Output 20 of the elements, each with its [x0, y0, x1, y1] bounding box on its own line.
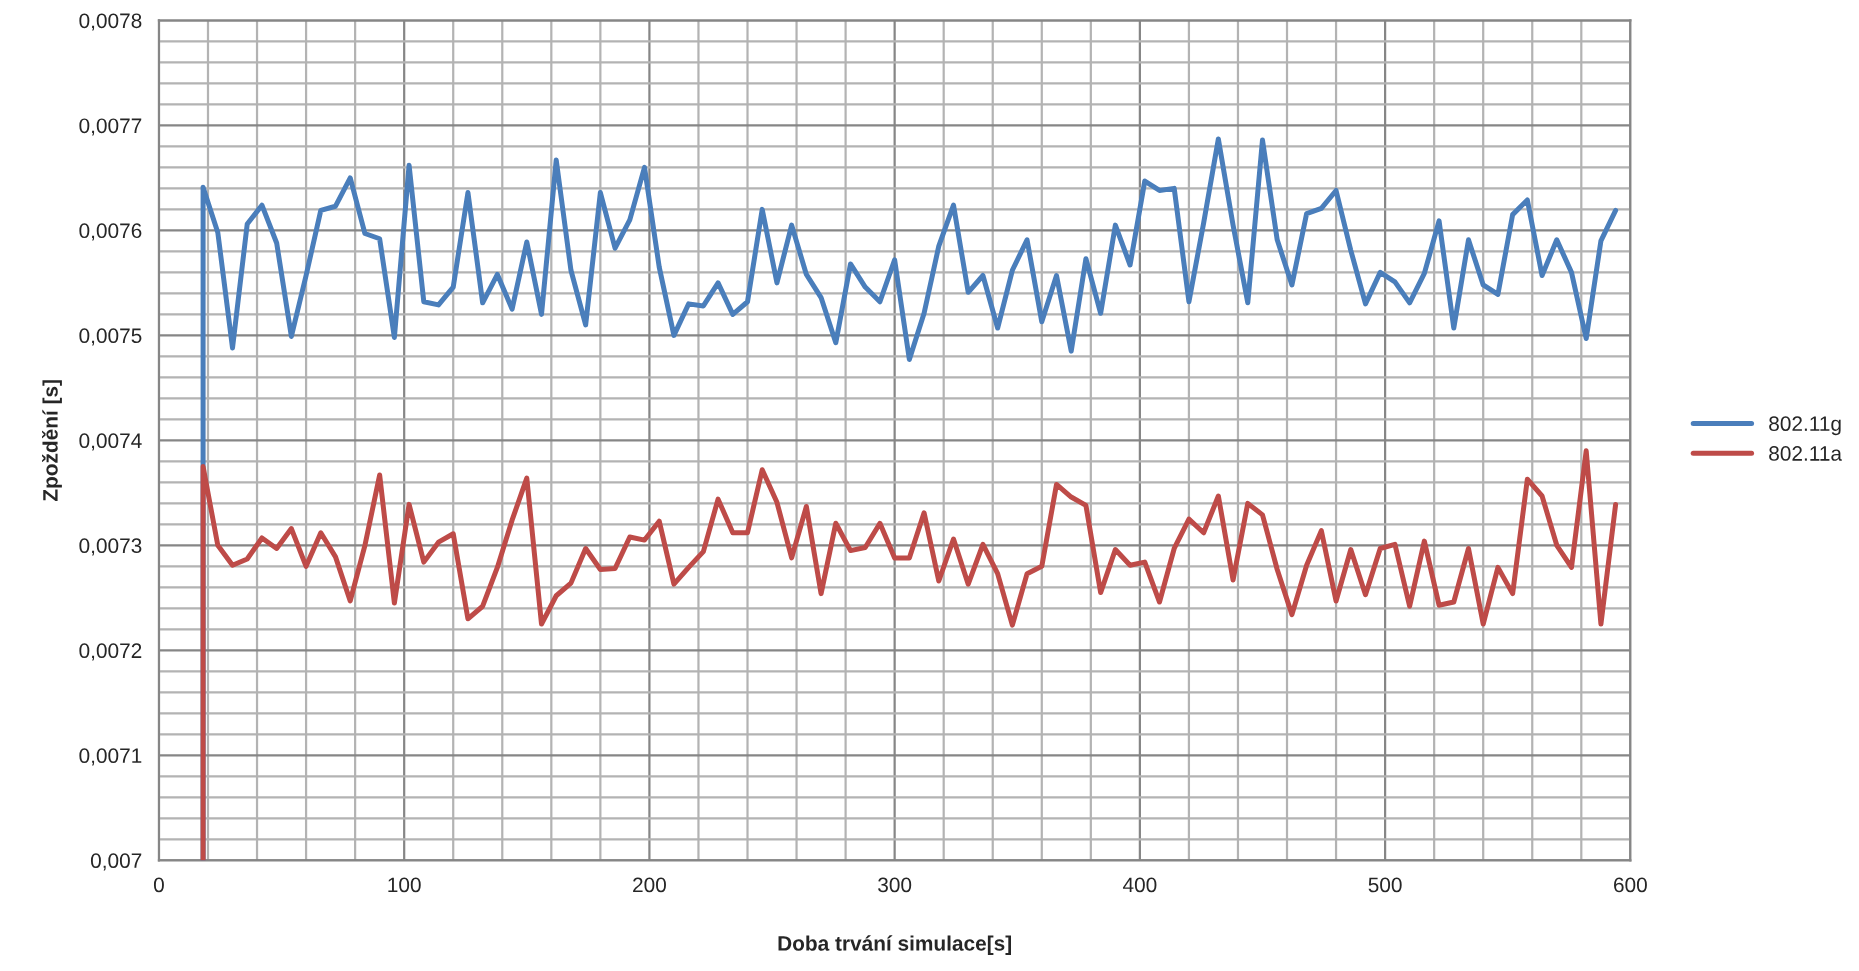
y-tick-label: 0,0071 — [79, 748, 142, 766]
x-tick-label: 400 — [1122, 877, 1157, 893]
x-tick-label: 0 — [153, 877, 164, 893]
y-tick-label: 0,0074 — [79, 433, 142, 451]
x-tick-label: 100 — [388, 877, 421, 893]
y-tick-label: 0,0073 — [79, 538, 142, 556]
x-tick-label: 200 — [633, 877, 666, 893]
y-tick-label: 0,007 — [90, 853, 142, 871]
y-tick-label: 0,0076 — [79, 223, 142, 241]
x-axis-title: Doba trvání simulace[s] — [778, 935, 1011, 955]
x-tick-label: 500 — [1368, 877, 1402, 893]
y-tick-label: 0,0078 — [79, 13, 142, 31]
legend-label: 802.11a — [1769, 446, 1842, 461]
legend-label: 802.11g — [1769, 416, 1841, 436]
y-axis-title: Zpoždění [s] — [42, 380, 62, 502]
x-tick-label: 600 — [1614, 877, 1647, 893]
y-tick-label: 0,0077 — [79, 118, 142, 136]
y-tick-label: 0,0075 — [79, 328, 142, 346]
x-tick-label: 300 — [878, 877, 912, 893]
y-tick-label: 0,0072 — [79, 643, 142, 661]
